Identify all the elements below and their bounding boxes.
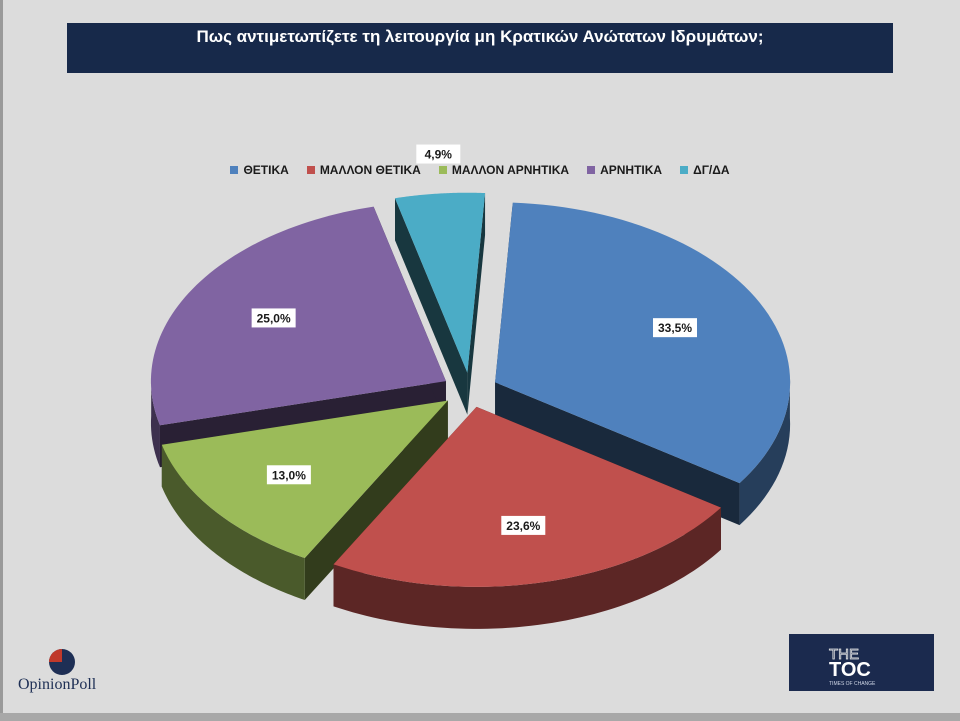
data-label: 23,6% (501, 515, 546, 535)
data-label-text: 4,9% (425, 148, 453, 162)
legend-item: ΘΕΤΙΚΑ (230, 163, 289, 177)
opinion-poll-text: OpinionPoll (18, 676, 97, 693)
data-label-text: 25,0% (257, 311, 291, 325)
svg-text:THE: THE (829, 646, 859, 663)
title-bar: Πως αντιμετωπίζετε τη λειτουργία μη Κρατ… (67, 23, 893, 73)
data-label-text: 23,6% (506, 519, 540, 533)
data-label: 13,0% (266, 465, 311, 485)
data-label-box (251, 308, 296, 328)
pie-tops: 33,5% 23,6% 13,0% 25,0% 4,9% (251, 144, 698, 535)
svg-text:TIMES OF CHANGE: TIMES OF CHANGE (829, 681, 876, 687)
pie-slice (333, 406, 721, 629)
pie-sides (150, 192, 791, 629)
legend-label: ΔΓ/ΔΑ (693, 163, 730, 177)
data-label-text: 13,0% (272, 468, 306, 482)
data-label: 25,0% (251, 308, 296, 328)
legend-item: ΑΡΝΗΤΙΚΑ (587, 163, 662, 177)
svg-text:TOC: TOC (829, 659, 871, 681)
data-label-text: 33,5% (658, 321, 692, 335)
data-label-box (266, 465, 311, 485)
data-label-box (501, 515, 546, 535)
chart-title: Πως αντιμετωπίζετε τη λειτουργία μη Κρατ… (196, 27, 764, 46)
data-label-box (653, 318, 698, 338)
legend-label: ΜΑΛΛΟΝ ΑΡΝΗΤΙΚΑ (451, 163, 570, 177)
legend-label: ΑΡΝΗΤΙΚΑ (600, 163, 663, 177)
legend-swatch (306, 166, 315, 174)
data-label: 4,9% (416, 144, 461, 164)
bottom-border (0, 713, 960, 721)
left-border (0, 0, 3, 721)
legend-item: ΜΑΛΛΟΝ ΑΡΝΗΤΙΚΑ (438, 163, 570, 177)
toc-logo-graphic: THE TOC TIMES OF CHANGE (829, 646, 876, 687)
legend-label: ΘΕΤΙΚΑ (243, 163, 289, 177)
opinion-poll-circle-icon (49, 649, 75, 675)
legend-swatch (680, 166, 689, 174)
legend-label: ΜΑΛΛΟΝ ΘΕΤΙΚΑ (319, 163, 421, 177)
data-label: 33,5% (653, 318, 698, 338)
toc-logo: THE TOC TIMES OF CHANGE (789, 634, 934, 691)
legend-swatch (438, 166, 447, 174)
legend-item: ΜΑΛΛΟΝ ΘΕΤΙΚΑ (306, 163, 421, 177)
legend-swatch (230, 166, 239, 174)
pie-slice (394, 192, 486, 415)
pie-slice (495, 202, 791, 526)
legend: ΘΕΤΙΚΑ ΜΑΛΛΟΝ ΘΕΤΙΚΑ ΜΑΛΛΟΝ ΑΡΝΗΤΙΚΑ ΑΡΝΗΤΙ… (0, 163, 960, 177)
legend-swatch (587, 166, 596, 174)
opinion-poll-logo: OpinionPoll (18, 648, 118, 698)
data-label-box (416, 144, 461, 164)
legend-item: ΔΓ/ΔΑ (680, 163, 730, 177)
